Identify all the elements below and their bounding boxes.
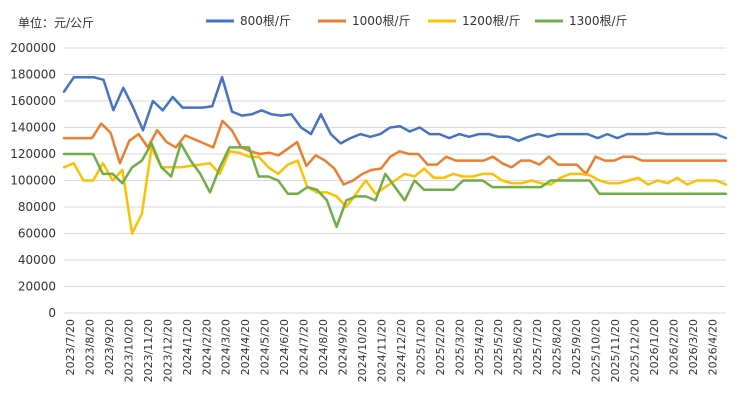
series-line-3 [62,146,728,235]
y-tick-label: 80000 [18,200,56,214]
x-tick-label: 2024/4/20 [239,319,252,375]
x-tick-label: 2025/4/20 [473,319,486,375]
plot-area [62,75,728,235]
grid-lines [64,47,726,314]
x-axis: 2023/7/20 2023/8/20 2023/9/20 2023/10/20 202… [64,319,719,382]
x-tick-label: 2024/2/20 [200,319,213,375]
x-tick-label: 2023/7/20 [64,319,77,375]
x-tick-label: 2024/7/20 [298,319,311,375]
legend: 800根/斤 1000根/斤 1200根/斤 1300根/斤 [206,14,628,28]
unit-label: 单位：元/公斤 [18,15,94,30]
series-line-1 [62,75,728,145]
x-tick-label: 2026/4/20 [706,319,719,375]
x-tick-label: 2025/1/20 [414,319,427,375]
x-tick-label: 2024/8/20 [317,319,330,375]
x-tick-label: 2023/12/20 [161,319,174,382]
x-tick-label: 2024/5/20 [259,319,272,375]
x-tick-label: 2025/3/20 [453,319,466,375]
x-tick-label: 2025/9/20 [570,319,583,375]
x-tick-label: 2025/10/20 [590,319,603,382]
x-tick-label: 2024/11/20 [375,319,388,382]
x-tick-label: 2023/8/20 [83,319,96,375]
y-tick-label: 140000 [10,121,56,135]
x-tick-label: 2026/2/20 [667,319,680,375]
y-tick-label: 200000 [10,41,56,55]
x-tick-label: 2025/7/20 [531,319,544,375]
x-tick-label: 2026/3/20 [687,319,700,375]
x-tick-label: 2025/8/20 [551,319,564,375]
x-tick-label: 2025/5/20 [492,319,505,375]
x-tick-label: 2024/9/20 [337,319,350,375]
y-tick-label: 180000 [10,68,56,82]
x-tick-label: 2025/11/20 [609,319,622,382]
x-tick-label: 2025/6/20 [512,319,525,375]
legend-label: 1200根/斤 [462,14,521,28]
x-tick-label: 2025/2/20 [434,319,447,375]
x-tick-label: 2024/10/20 [356,319,369,382]
x-tick-label: 2024/1/20 [181,319,194,375]
legend-label: 800根/斤 [240,14,291,28]
y-tick-label: 0 [48,306,56,320]
y-axis: 0 20000 40000 60000 80000 100000 120000 140000 1… [10,41,56,320]
x-tick-label: 2026/1/20 [648,319,661,375]
x-tick-label: 2024/12/20 [395,319,408,382]
x-tick-label: 2024/6/20 [278,319,291,375]
y-tick-label: 60000 [18,227,56,241]
series-line-2 [62,119,728,186]
x-tick-label: 2023/9/20 [103,319,116,375]
y-tick-label: 120000 [10,147,56,161]
x-tick-label: 2025/12/20 [629,319,642,382]
legend-label: 1000根/斤 [352,14,411,28]
y-tick-label: 40000 [18,253,56,267]
y-tick-label: 160000 [10,94,56,108]
x-tick-label: 2023/11/20 [142,319,155,382]
legend-label: 1300根/斤 [569,14,628,28]
x-tick-label: 2023/10/20 [122,319,135,382]
y-tick-label: 100000 [10,174,56,188]
y-tick-label: 20000 [18,280,56,294]
series-line-4 [62,142,728,229]
x-tick-label: 2024/3/20 [220,319,233,375]
